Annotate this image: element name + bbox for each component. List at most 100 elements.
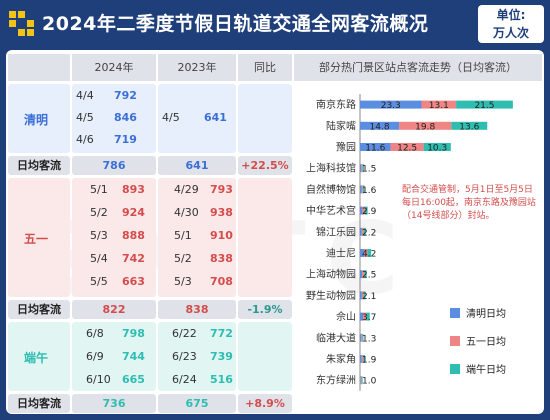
data-label: 2.5 [362, 271, 376, 281]
avg-2023-qingming: 641 [158, 156, 236, 175]
value: 772 [210, 327, 233, 340]
bar-segment [360, 227, 362, 236]
data-label: 14.8 [370, 122, 390, 132]
bar-segment [360, 206, 363, 215]
date: 6/23 [172, 350, 197, 363]
avg-2023-duanwu: 675 [158, 394, 236, 413]
data-label: 12.5 [397, 144, 417, 154]
bar-segment [363, 312, 367, 321]
table-row: 6/23 739 [158, 347, 236, 366]
logo-icon [9, 11, 35, 37]
date: 5/2 [90, 206, 108, 219]
date: 5/3 [90, 229, 108, 242]
date: 6/8 [86, 327, 104, 340]
value: 744 [122, 350, 145, 363]
value: 846 [114, 111, 137, 124]
table-row: 6/22 772 [158, 324, 236, 343]
header: 2024年二季度节假日轨道交通全网客流概况 单位: 万人次 [0, 0, 550, 50]
category-label: 上海动物园 [306, 268, 356, 281]
table-row: 4/29 793 [158, 180, 236, 199]
bar-segment [456, 100, 513, 109]
value: 739 [210, 350, 233, 363]
date: 4/5 [76, 111, 94, 124]
value: 910 [210, 229, 233, 242]
cell-2023-qingming [158, 84, 236, 153]
bar-segment [364, 270, 367, 279]
bar-segment [361, 355, 364, 363]
legend-label: 端午日均 [466, 363, 506, 376]
unit-value: 万人次 [492, 26, 529, 40]
table-row: 5/1 910 [158, 226, 236, 245]
bar-segment [451, 121, 488, 130]
value: 888 [122, 229, 145, 242]
value: 742 [122, 252, 145, 265]
value: 792 [114, 89, 137, 102]
page-title: 2024年二季度节假日轨道交通全网客流概况 [42, 13, 429, 35]
data-label: 2.9 [362, 207, 377, 217]
bar-segment [399, 121, 452, 130]
category-label: 迪士尼 [326, 247, 356, 260]
bar-segment [360, 100, 422, 109]
legend-label: 清明日均 [466, 307, 506, 320]
bar-segment [366, 312, 370, 321]
bar-segment [390, 143, 424, 151]
bar-segment [423, 143, 451, 151]
date: 5/1 [174, 229, 192, 242]
table-row: 5/3 708 [158, 272, 236, 291]
avg-2023-wuyi: 838 [158, 300, 236, 319]
category-label: 佘山 [336, 310, 356, 323]
bar-segment [361, 333, 363, 342]
date: 5/3 [174, 275, 192, 288]
category-label: 锦江乐园 [316, 225, 356, 238]
data-label: 1.0 [362, 377, 377, 387]
data-label: 23.3 [381, 101, 401, 111]
data-label: 2.2 [362, 228, 376, 238]
value: 708 [210, 275, 233, 288]
yoy-wuyi: -1.9% [238, 300, 292, 319]
table-row: 4/5 641 [158, 108, 236, 127]
colhdr-chart: 部分热门景区站点客流走势（日均客流） [294, 54, 542, 81]
avg-2024-wuyi: 822 [72, 300, 156, 319]
table-row: 4/6 719 [72, 130, 156, 149]
bar-segment [361, 227, 364, 236]
table-row: 4/30 938 [158, 203, 236, 222]
category-label: 南京东路 [316, 98, 356, 111]
bar-segment [360, 270, 363, 279]
table-row: 5/3 888 [72, 226, 156, 245]
date: 6/10 [86, 373, 111, 386]
value: 798 [122, 327, 145, 340]
cell-yoy-wuyi [238, 178, 292, 297]
table-row: 6/8 798 [72, 324, 156, 343]
data-label: 1.6 [362, 186, 377, 196]
bar-segment [362, 164, 364, 173]
date: 6/9 [86, 350, 104, 363]
category-label: 上海科技馆 [306, 162, 356, 175]
table-row: 6/24 516 [158, 370, 236, 389]
bar-segment [361, 185, 363, 194]
bar-segment [360, 333, 362, 342]
table-row: 5/1 893 [72, 180, 156, 199]
avg-2024-duanwu: 736 [72, 394, 156, 413]
bar-segment [363, 227, 366, 236]
bar-segment [360, 121, 400, 130]
data-label: 11.6 [365, 144, 385, 154]
value: 838 [210, 252, 233, 265]
value: 665 [122, 373, 145, 386]
legend-swatch [450, 308, 460, 318]
table-row: 5/2 924 [72, 203, 156, 222]
bar-segment [360, 291, 362, 300]
date: 6/22 [172, 327, 197, 340]
data-label: 13.6 [459, 122, 479, 132]
annotation-text: 每日16:00起，南京东路及豫园站 [402, 196, 536, 208]
category-label: 中华艺术宫 [306, 204, 356, 217]
table-row: 5/5 663 [72, 272, 156, 291]
date: 4/4 [76, 89, 94, 102]
yoy-qingming: +22.5% [238, 156, 292, 175]
bar-segment [360, 143, 391, 151]
table-row: 6/10 665 [72, 370, 156, 389]
bar-segment [361, 164, 363, 173]
bar-segment [360, 164, 362, 173]
section-label-duanwu: 端午 [24, 351, 49, 365]
bar-segment [421, 100, 457, 109]
cell-yoy-duanwu [238, 322, 292, 391]
